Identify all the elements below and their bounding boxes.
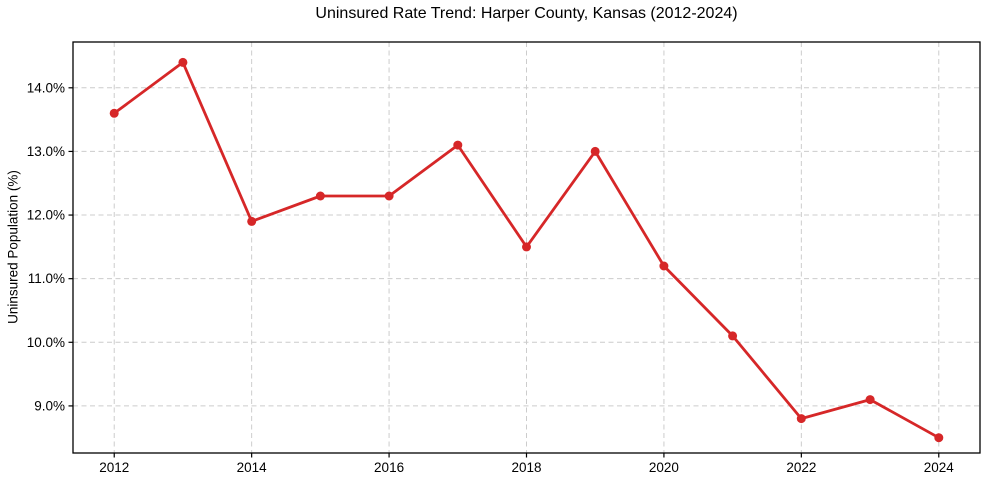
data-point (109, 108, 119, 118)
data-point (522, 242, 531, 252)
x-tick-label: 2016 (374, 460, 404, 475)
x-tick-label: 2022 (786, 460, 816, 475)
x-tick-label: 2012 (99, 460, 129, 475)
data-point (659, 261, 669, 271)
data-point (453, 140, 463, 150)
data-point (384, 191, 394, 201)
data-point (934, 433, 944, 443)
x-tick-label: 2024 (924, 460, 955, 475)
data-point (865, 395, 875, 405)
y-tick-label: 10.0% (27, 335, 65, 350)
data-point (796, 414, 806, 424)
x-tick-label: 2018 (511, 460, 541, 475)
data-point (590, 146, 600, 156)
y-tick-label: 11.0% (28, 271, 65, 286)
y-tick-label: 9.0% (34, 398, 65, 413)
y-tick-label: 12.0% (27, 208, 65, 223)
x-tick-label: 2014 (237, 460, 268, 475)
y-tick-label: 14.0% (27, 80, 65, 95)
data-point (247, 216, 257, 226)
y-tick-label: 13.0% (27, 144, 65, 159)
chart-title: Uninsured Rate Trend: Harper County, Kan… (315, 5, 738, 22)
data-point (728, 331, 738, 341)
data-point (315, 191, 325, 201)
data-point (178, 57, 188, 67)
x-tick-label: 2020 (649, 460, 679, 475)
